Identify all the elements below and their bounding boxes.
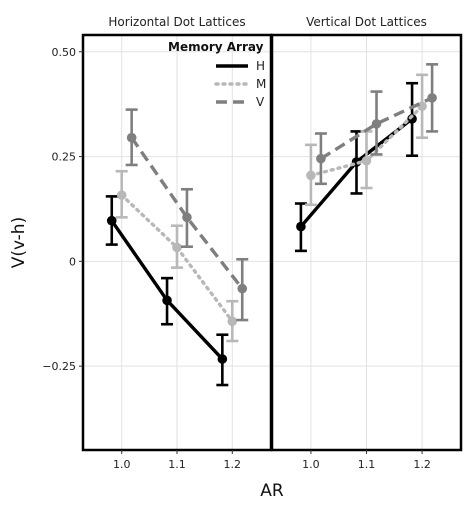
panel-strip-0 xyxy=(83,10,271,35)
data-point-m xyxy=(306,170,316,181)
data-point-v xyxy=(316,153,326,164)
y-tick-label: 0.50 xyxy=(52,46,77,59)
data-point-v xyxy=(237,283,248,294)
x-axis-ticks: 1.0 1.1 1.2 1.0 1.1 1.2 xyxy=(113,450,431,471)
x-tick-label: 1.1 xyxy=(358,458,376,471)
series-line-v xyxy=(130,136,244,290)
x-tick-label: 1.0 xyxy=(302,458,320,471)
data-point-h xyxy=(106,215,117,226)
series-line-v xyxy=(320,96,433,161)
data-point-v xyxy=(126,132,137,143)
data-point-v xyxy=(427,93,437,103)
x-axis-label: AR xyxy=(260,481,284,501)
panel-vertical-dot-lattices xyxy=(270,33,463,452)
data-point-v xyxy=(371,119,382,129)
data-point-h xyxy=(162,295,172,306)
data-point-m xyxy=(417,101,427,112)
y-tick-label: 0.25 xyxy=(52,151,77,164)
data-point-m xyxy=(361,155,372,166)
legend-label-v: V xyxy=(256,95,265,109)
data-point-m xyxy=(172,242,182,253)
data-point-m xyxy=(227,316,238,327)
panel-strip-1 xyxy=(272,10,461,35)
panel-horizontal-dot-lattices xyxy=(81,33,273,452)
data-point-v xyxy=(182,212,192,223)
legend-title: Memory Array xyxy=(168,40,264,54)
legend: Memory Array HMV xyxy=(168,40,266,109)
data-point-m xyxy=(116,190,127,200)
legend-label-h: H xyxy=(256,59,265,73)
data-point-h xyxy=(217,354,228,364)
x-tick-label: 1.1 xyxy=(168,458,186,471)
x-tick-label: 1.0 xyxy=(113,458,131,471)
panel-title-horizontal: Horizontal Dot Lattices xyxy=(108,15,245,29)
data-point-h xyxy=(296,221,306,232)
y-axis-ticks: −0.25 0 0.25 0.50 xyxy=(42,46,83,373)
panel-title-vertical: Vertical Dot Lattices xyxy=(306,15,427,29)
y-tick-label: −0.25 xyxy=(42,360,76,373)
x-tick-label: 1.2 xyxy=(224,458,242,471)
x-tick-label: 1.2 xyxy=(413,458,431,471)
y-tick-label: 0 xyxy=(69,255,76,268)
legend-label-m: M xyxy=(256,77,266,91)
y-axis-label: V(v-h) xyxy=(9,217,29,268)
